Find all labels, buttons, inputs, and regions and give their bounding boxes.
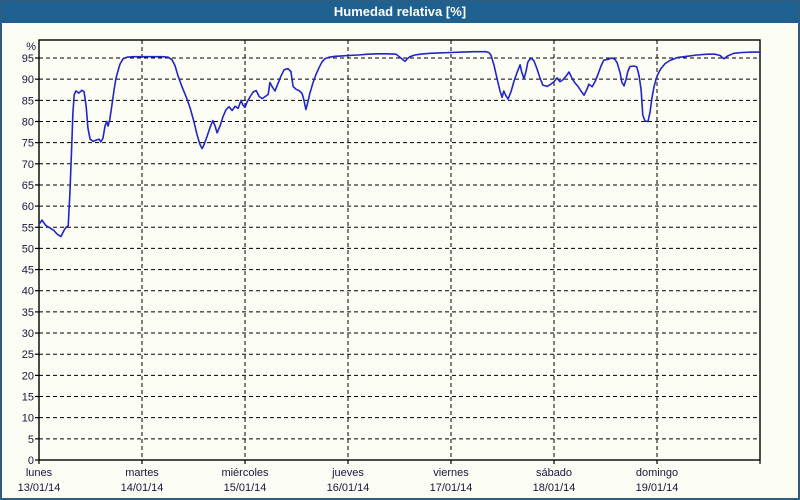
y-axis-label: 90: [22, 74, 34, 86]
y-axis-label: 5: [28, 434, 34, 446]
y-axis-label: 10: [22, 413, 34, 425]
x-axis-date-label: 18/01/14: [533, 482, 576, 494]
plot-frame: [38, 39, 761, 461]
y-axis-label: 30: [22, 328, 34, 340]
y-axis-label: 40: [22, 286, 34, 298]
y-axis-label: 35: [22, 307, 34, 319]
x-axis-day-label: miércoles: [221, 467, 269, 479]
y-axis-label: 20: [22, 370, 34, 382]
x-axis-date-label: 13/01/14: [18, 482, 61, 494]
x-axis-date-label: 14/01/14: [121, 482, 164, 494]
y-axis-label: 95: [22, 53, 34, 65]
y-axis-label: 85: [22, 95, 34, 107]
y-axis-label: 15: [22, 392, 34, 404]
y-axis-label: 50: [22, 243, 34, 255]
x-axis-date-label: 16/01/14: [327, 482, 370, 494]
x-axis-day-label: lunes: [26, 467, 53, 479]
x-axis-date-label: 19/01/14: [636, 482, 679, 494]
y-axis-label: 80: [22, 116, 34, 128]
x-axis-date-label: 17/01/14: [430, 482, 473, 494]
y-axis-label: 70: [22, 159, 34, 171]
y-axis-label: 0: [28, 455, 34, 467]
x-axis-day-label: viernes: [433, 467, 469, 479]
y-axis-label: 45: [22, 265, 34, 277]
x-axis-day-label: domingo: [636, 467, 678, 479]
x-axis-date-label: 15/01/14: [224, 482, 267, 494]
chart-title: Humedad relativa [%]: [333, 4, 467, 19]
y-axis-label: 65: [22, 180, 34, 192]
humidity-series-line: [38, 50, 761, 238]
y-axis-label: 60: [22, 201, 34, 213]
y-axis-label: 55: [22, 222, 34, 234]
y-axis-label: 75: [22, 138, 34, 150]
x-axis-day-label: jueves: [331, 467, 364, 479]
y-axis-label: 25: [22, 349, 34, 361]
y-axis-unit-label: %: [26, 41, 36, 53]
x-axis-day-label: martes: [125, 467, 159, 479]
x-axis-day-label: sábado: [536, 467, 572, 479]
chart-title-bar: Humedad relativa [%]: [0, 0, 800, 23]
